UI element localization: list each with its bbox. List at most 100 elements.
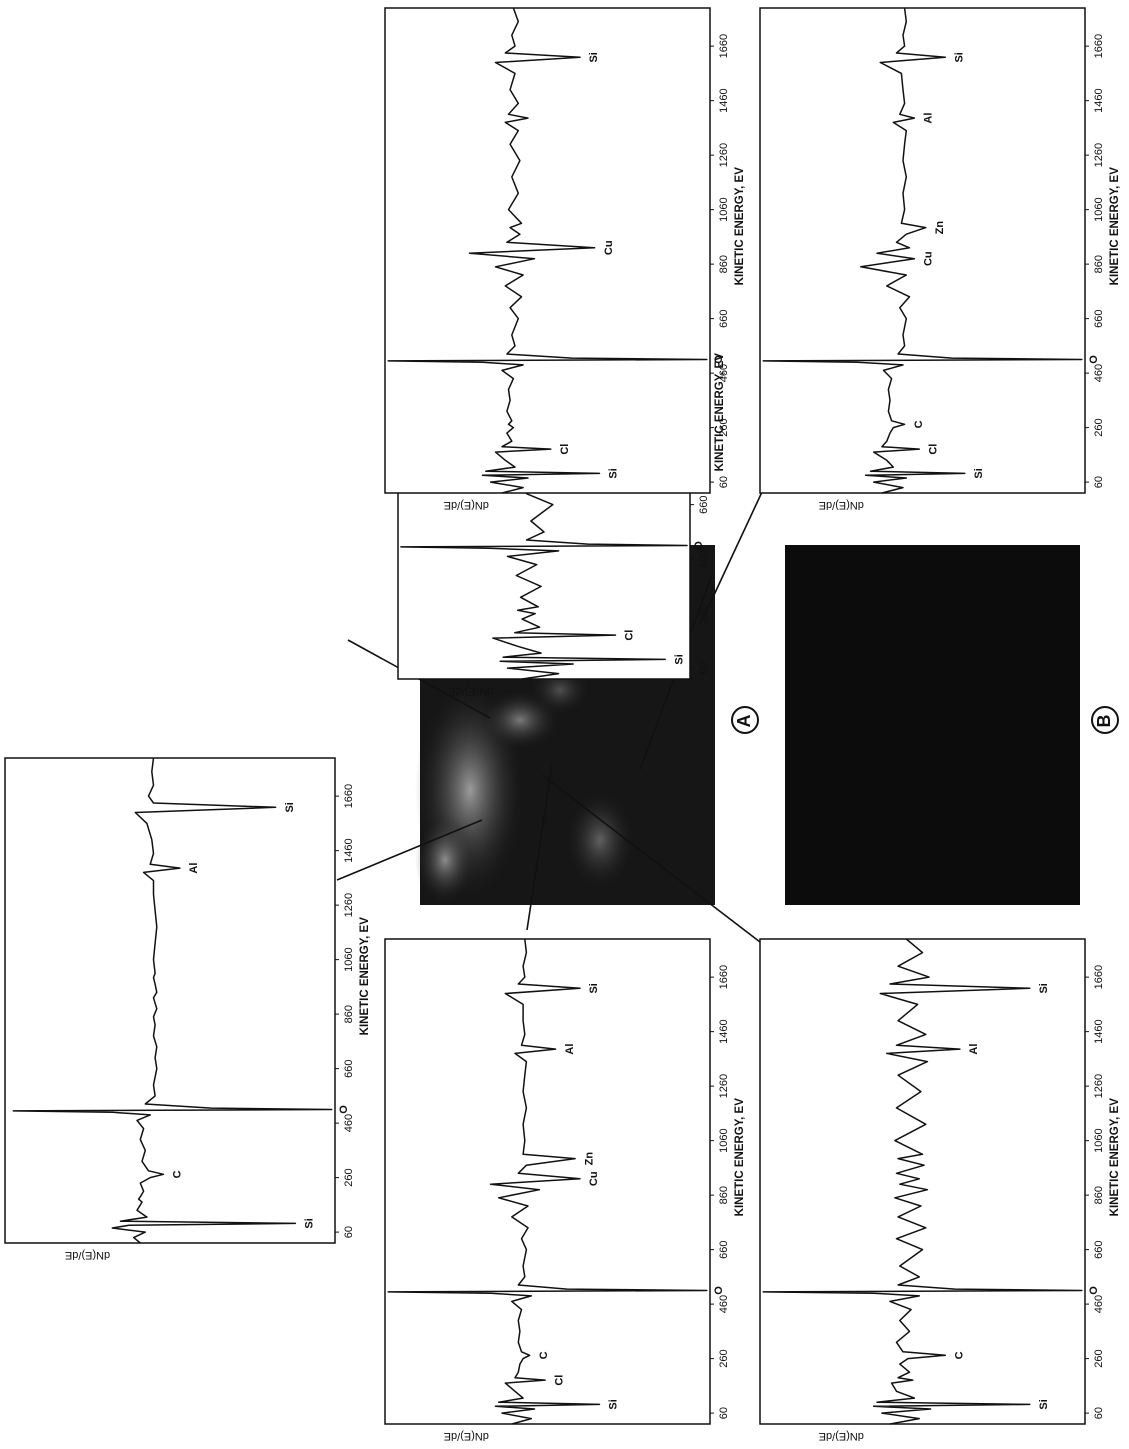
x-tick-label: 460 [718,364,730,382]
peak-label: Cl [553,1375,565,1386]
x-tick-label: 860 [343,1005,355,1023]
x-tick-label: 860 [718,255,730,273]
peak-label: Si [953,52,965,62]
x-tick-label: 60 [698,662,710,674]
x-tick-label: 1460 [718,1019,730,1043]
x-axis-title: KINETIC ENERGY, EV [359,917,371,1036]
image-label: B [1094,715,1114,728]
spectrum-line [12,757,333,1244]
x-tick-label: 1660 [718,34,730,58]
peak-label: Zn [583,1152,595,1166]
peak-label: O [338,1105,350,1114]
image-label: A [734,715,754,728]
x-axis-title: KINETIC ENERGY, EV [1109,1098,1121,1217]
peak-label: Cu [588,1171,600,1186]
peak-label: Zn [934,221,946,235]
x-tick-label: 260 [1093,1349,1105,1367]
y-axis-title: dN(E)/dE [819,1430,864,1442]
x-tick-label: 660 [1093,309,1105,327]
x-tick-label: 1460 [1093,88,1105,112]
x-tick-label: 1260 [1093,1074,1105,1098]
plot-frame [759,7,1086,494]
x-tick-label: 1460 [343,838,355,862]
spectrum-panel: 60 260 460 660 860 1060 1260 1460 1660 KINETIC EN… [759,7,1121,511]
x-tick-label: 660 [1093,1240,1105,1258]
x-tick-label: 260 [718,1349,730,1367]
peak-label: Si [1038,983,1050,993]
spectrum-panel: 60 260 460 660 860 1060 1260 1460 1660 KINETIC EN… [759,938,1121,1442]
x-tick-label: 860 [718,1186,730,1204]
spectrum-panel: 60 260 460 660 860 1060 1260 1460 1660 KINETIC EN… [384,7,746,511]
x-tick-label: 1260 [1093,143,1105,167]
peak-label: O [713,1286,725,1295]
x-tick-label: 660 [718,309,730,327]
peak-label: Si [673,654,685,664]
plot-frame [759,938,1086,1425]
spectrum-line [762,7,1083,494]
peak-label: Si [973,468,985,478]
peak-label: Cu [603,240,615,255]
peak-label: Al [968,1044,980,1055]
x-tick-label: 60 [718,1407,730,1419]
x-tick-label: 1060 [718,197,730,221]
peak-label: Si [608,1399,620,1409]
peak-label: Si [284,802,296,812]
x-tick-label: 1060 [343,947,355,971]
x-tick-label: 60 [1093,1407,1105,1419]
peak-label: O [693,541,705,550]
peak-label: Al [923,113,935,124]
peak-label: O [1088,355,1100,364]
x-tick-label: 1060 [1093,1128,1105,1152]
x-axis-title: KINETIC ENERGY, EV [734,1098,746,1217]
plot-frame [4,757,336,1244]
peak-label: C [538,1351,550,1359]
x-tick-label: 1660 [1093,34,1105,58]
peak-label: Cu [923,251,935,266]
x-tick-label: 260 [343,1168,355,1186]
x-axis-title: KINETIC ENERGY, EV [1109,167,1121,286]
x-tick-label: 60 [718,476,730,488]
x-tick-label: 260 [1093,418,1105,436]
x-tick-label: 1660 [343,784,355,808]
peak-label: Si [304,1218,316,1228]
peak-label: Si [1038,1399,1050,1409]
x-tick-label: 660 [698,495,710,513]
y-axis-title: dN(E)/dE [444,499,489,511]
x-axis-title: KINETIC ENERGY, EV [714,353,726,472]
spectrum-panel: 60 260 460 660 860 1060 1260 1460 1660 KINETIC EN… [384,938,746,1442]
y-axis-title: dN(E)/dE [444,1430,489,1442]
peak-label: C [172,1170,184,1178]
x-tick-label: 1460 [1093,1019,1105,1043]
x-tick-label: 460 [698,550,710,568]
micrograph-b [785,545,1080,905]
label-a: A [731,706,759,734]
peak-label: Al [188,863,200,874]
y-axis-title: dN(E)/dE [448,685,493,697]
peak-label: C [913,420,925,428]
peak-label: Si [608,468,620,478]
x-tick-label: 460 [343,1114,355,1132]
x-axis-title: KINETIC ENERGY, EV [734,167,746,286]
x-tick-label: 1260 [718,143,730,167]
spectrum-line [762,938,1083,1425]
label-b: B [1091,706,1119,734]
x-tick-label: 860 [1093,255,1105,273]
x-tick-label: 260 [718,418,730,436]
x-tick-label: 660 [343,1059,355,1077]
y-axis-title: dN(E)/dE [65,1249,110,1261]
x-tick-label: 1260 [718,1074,730,1098]
x-tick-label: 60 [343,1226,355,1238]
peak-label: C [953,1351,965,1359]
x-tick-label: 1060 [1093,197,1105,221]
peak-label: Cl [559,444,571,455]
peak-label: O [1088,1286,1100,1295]
x-tick-label: 660 [718,1240,730,1258]
x-tick-label: 1660 [1093,965,1105,989]
peak-label: Si [588,983,600,993]
peak-label: Al [564,1044,576,1055]
x-tick-label: 1060 [718,1128,730,1152]
spectrum-line [387,938,708,1425]
x-tick-label: 860 [1093,1186,1105,1204]
